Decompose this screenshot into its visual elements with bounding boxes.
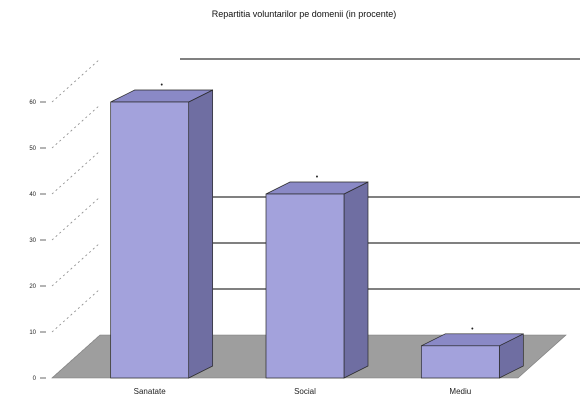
- y-axis-tick-line-4: [51, 150, 101, 195]
- data-label: •: [316, 174, 319, 181]
- y-tick-label: 50: [29, 146, 36, 152]
- y-tick-label: 20: [29, 284, 36, 290]
- x-tick-label: Sanatate: [134, 387, 167, 396]
- y-tick-label: 60: [29, 100, 36, 106]
- y-axis-group: 0 10 20 30 40 50 60: [29, 58, 101, 382]
- bar: [420, 345, 500, 379]
- labels-group: • Sanatate • Social • Mediu: [134, 82, 474, 396]
- data-label: •: [471, 326, 474, 333]
- y-axis-tick-line-1: [51, 288, 101, 333]
- x-tick-label: Social: [294, 387, 316, 396]
- y-axis-tick-line-6: [51, 58, 101, 103]
- bar: [110, 101, 190, 379]
- y-tick-label: 40: [29, 192, 36, 198]
- y-axis-tick-line-5: [51, 104, 101, 149]
- bar-side: [343, 181, 369, 379]
- y-tick-label: 10: [29, 330, 36, 336]
- chart-title: Repartitia voluntarilor pe domenii (in p…: [212, 9, 397, 19]
- bar: [265, 193, 345, 379]
- y-axis-tick-line-3: [51, 196, 101, 241]
- y-tick-label: 0: [33, 376, 37, 382]
- data-label: •: [160, 82, 163, 89]
- x-tick-label: Mediu: [449, 387, 471, 396]
- y-tick-label: 30: [29, 238, 36, 244]
- bar-side: [188, 89, 214, 379]
- gridlines-group: [180, 58, 580, 290]
- bars-group: [110, 89, 524, 379]
- y-axis-tick-line-0: [51, 334, 101, 379]
- y-axis-tick-line-2: [51, 242, 101, 287]
